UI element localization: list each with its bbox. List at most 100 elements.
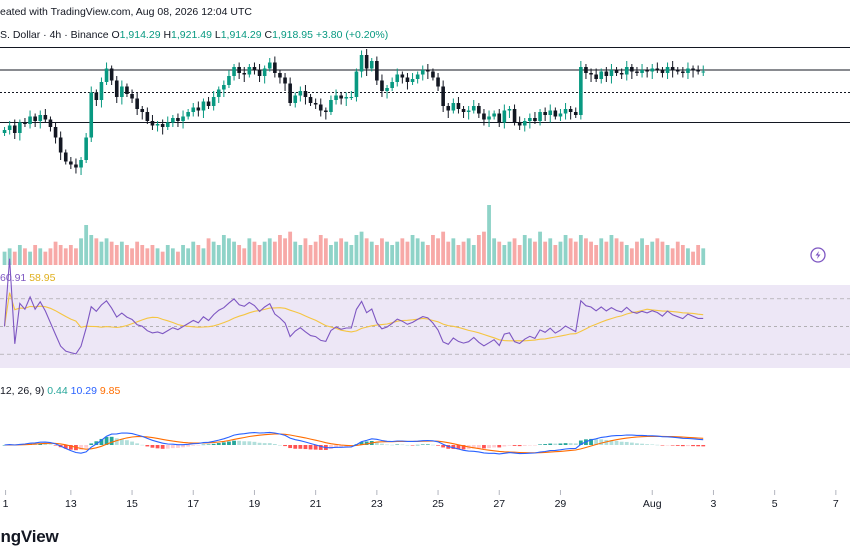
candle-body — [482, 113, 486, 120]
volume-bar — [543, 241, 548, 265]
volume-bar — [339, 238, 344, 265]
candle-body — [324, 110, 328, 112]
candle — [471, 100, 476, 114]
volume-bar — [680, 245, 685, 265]
candle — [477, 103, 481, 118]
volume-bar — [461, 241, 466, 265]
macd-histogram-bar — [247, 441, 252, 445]
candle — [461, 106, 466, 118]
candle-body — [691, 68, 695, 70]
candle — [701, 65, 706, 76]
volume-bar — [385, 241, 389, 265]
volume-bar — [237, 245, 242, 265]
volume-bar — [145, 248, 150, 265]
candle-body — [655, 68, 660, 70]
candle-body — [507, 109, 512, 111]
macd-histogram-bar — [599, 439, 604, 445]
volume-bar — [68, 245, 73, 265]
macd-histogram-bar — [425, 444, 430, 445]
macd-histogram-bar — [548, 443, 553, 445]
candle — [364, 49, 369, 76]
x-tick-label: Aug — [643, 498, 662, 510]
volume-bar — [650, 241, 655, 265]
macd-histogram-bar — [497, 445, 502, 448]
candle-body — [660, 70, 665, 73]
macd-histogram-bar — [696, 445, 701, 447]
macd-histogram-bar — [68, 445, 73, 450]
candle-body — [609, 70, 614, 76]
candle — [579, 61, 583, 120]
volume-bar — [23, 248, 27, 265]
candle — [12, 119, 17, 139]
macd-histogram-bar — [563, 443, 568, 445]
macd-histogram-bar — [283, 445, 287, 447]
macd-histogram-bar — [512, 445, 517, 446]
volume-bar — [640, 238, 644, 265]
candle-body — [558, 113, 563, 117]
volume-bar — [48, 248, 53, 265]
volume-bar — [482, 231, 486, 265]
candle — [227, 70, 231, 88]
lightning-icon[interactable] — [810, 247, 826, 263]
candle — [640, 64, 644, 78]
open-label: O — [111, 29, 120, 41]
candle-body — [349, 97, 354, 98]
high-value: 1,921.49 — [171, 29, 212, 41]
macd-histogram-bar — [553, 443, 558, 445]
macd-histogram-bar — [278, 444, 282, 446]
macd-histogram-bar — [594, 439, 599, 445]
candle — [120, 80, 124, 105]
macd-histogram-bar — [655, 444, 660, 446]
macd-histogram-bar — [635, 443, 639, 445]
x-tick-label: 1 — [3, 498, 9, 510]
x-tick-label: 25 — [432, 498, 444, 510]
candle-body — [517, 122, 522, 126]
candle — [686, 62, 690, 79]
candle-body — [303, 91, 308, 97]
volume-bar — [318, 235, 323, 265]
candle-body — [79, 160, 83, 168]
macd-histogram-bar — [390, 444, 395, 446]
candle — [201, 98, 206, 118]
candle — [288, 77, 292, 106]
macd-histogram-bar — [186, 445, 191, 447]
candle-body — [227, 76, 231, 85]
volume-bar — [247, 238, 252, 265]
candle-body — [385, 88, 389, 91]
candle — [675, 67, 680, 75]
candle-body — [84, 137, 88, 160]
candle — [313, 98, 318, 109]
macd-histogram-bar — [125, 440, 129, 445]
candle — [99, 77, 104, 108]
candle-body — [619, 73, 624, 75]
candle — [130, 89, 134, 103]
candle — [650, 64, 655, 79]
candle — [380, 74, 384, 97]
candle-body — [298, 91, 303, 96]
macd-histogram-bar — [191, 445, 196, 446]
volume-bar — [221, 235, 226, 265]
macd-histogram-bar — [578, 440, 583, 445]
macd-histogram-bar — [614, 440, 619, 445]
macd-histogram-bar — [461, 445, 466, 450]
volume-bar — [79, 238, 83, 265]
candle-body — [528, 118, 532, 121]
candle — [512, 104, 517, 126]
macd-signal-value: 9.85 — [99, 385, 121, 397]
candle — [655, 62, 660, 73]
candle-body — [436, 77, 440, 87]
volume-bar — [533, 241, 537, 265]
volume-bar — [599, 238, 604, 265]
volume-bar — [104, 238, 109, 265]
candle — [273, 56, 277, 78]
candle-body — [288, 83, 292, 103]
volume-bar — [512, 238, 517, 265]
volume-bar — [696, 245, 701, 265]
candle-body — [681, 71, 685, 73]
volume-bar — [400, 238, 405, 265]
candle — [528, 113, 532, 129]
candle — [635, 67, 639, 76]
macd-histogram-bar — [624, 441, 629, 445]
volume-bar — [492, 238, 497, 265]
